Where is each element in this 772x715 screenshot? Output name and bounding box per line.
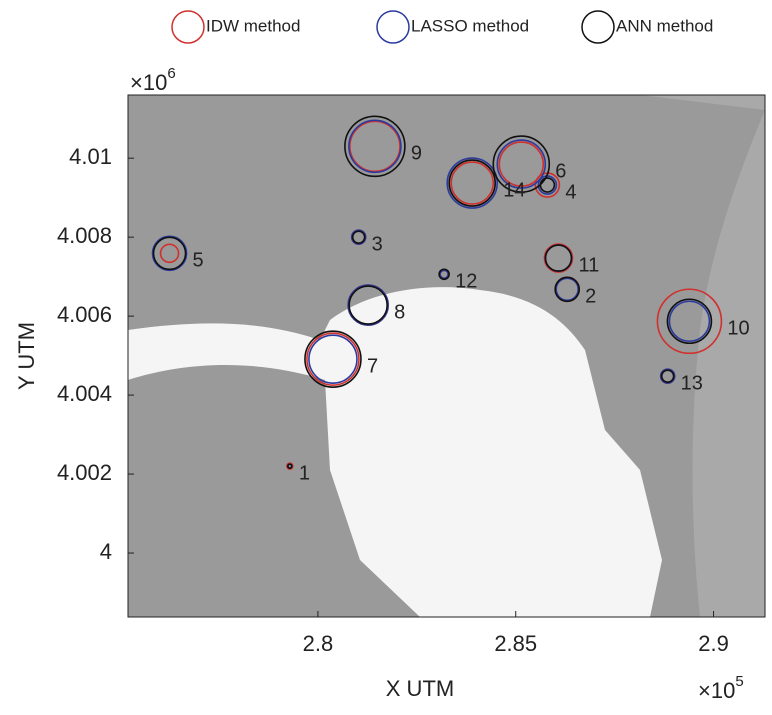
- y-axis-label: Y UTM: [14, 322, 39, 390]
- x-tick-label: 2.85: [494, 631, 537, 656]
- site-label: 2: [585, 286, 596, 308]
- site-circle: [151, 235, 188, 272]
- site-circle: [555, 277, 579, 302]
- site-label: 13: [681, 372, 703, 394]
- site-label: 10: [727, 318, 749, 340]
- legend-marker: [581, 10, 615, 44]
- site-circle: [159, 243, 180, 264]
- site-label: 4: [565, 181, 576, 203]
- y-tick-label: 4.008: [57, 223, 112, 248]
- site-label: 12: [455, 271, 477, 293]
- site-circle: [349, 120, 401, 173]
- site-circle: [496, 139, 547, 189]
- site-circle: [348, 285, 388, 325]
- legend-label: LASSO method: [411, 16, 529, 35]
- site-circle: [439, 269, 449, 280]
- legend-marker: [376, 10, 410, 44]
- site-circle: [152, 236, 187, 271]
- site-label: 8: [394, 301, 405, 323]
- x-axis-label: X UTM: [386, 676, 454, 701]
- site-circle: [287, 463, 293, 469]
- x-tick-label: 2.9: [698, 631, 729, 656]
- site-label: 1: [299, 462, 310, 484]
- site-label: 3: [372, 233, 383, 255]
- y-tick-label: 4.002: [57, 460, 112, 485]
- x-exponent-power: 5: [735, 673, 743, 690]
- site-circle: [308, 334, 358, 384]
- plot-frame: [127, 94, 766, 618]
- y-exponent: ×106: [130, 65, 176, 95]
- legend-label: IDW method: [206, 16, 300, 35]
- site-circle: [448, 159, 497, 207]
- site-circle: [347, 284, 389, 326]
- y-tick-label: 4.004: [57, 381, 112, 406]
- site-circle: [656, 288, 723, 355]
- map-water: [128, 287, 662, 617]
- site-label: 5: [193, 250, 204, 272]
- site-circle: [286, 462, 294, 470]
- site-circle: [666, 298, 713, 345]
- legend-marker: [171, 10, 205, 44]
- map-land: [640, 95, 765, 617]
- site-label: 11: [578, 254, 599, 276]
- site-circle: [492, 135, 551, 193]
- site-circle: [544, 244, 573, 272]
- site-label: 14: [503, 179, 525, 201]
- x-exponent-base: ×10: [698, 678, 735, 703]
- y-tick-label: 4: [100, 539, 112, 564]
- y-exponent-power: 6: [167, 65, 175, 82]
- site-circle: [554, 276, 580, 303]
- site-circle: [543, 243, 574, 273]
- site-circle: [498, 141, 545, 187]
- site-circle: [348, 119, 402, 174]
- site-circle: [351, 230, 366, 244]
- site-label: 9: [411, 143, 422, 165]
- x-tick-label: 2.8: [303, 631, 334, 656]
- site-circle: [450, 161, 495, 205]
- site-circle: [660, 369, 675, 383]
- y-tick-label: 4.01: [69, 144, 112, 169]
- site-circle: [306, 332, 360, 386]
- site-circle: [344, 115, 406, 178]
- legend-label: ANN method: [616, 16, 713, 35]
- y-exponent-base: ×10: [130, 70, 167, 95]
- site-circle: [446, 157, 499, 209]
- site-circle: [304, 330, 362, 388]
- site-circle: [438, 268, 450, 281]
- y-tick-label: 4.006: [57, 302, 112, 327]
- site-label: 7: [367, 355, 378, 377]
- site-circle: [659, 368, 676, 384]
- site-circle: [350, 229, 367, 245]
- x-exponent: ×105: [698, 673, 744, 703]
- site-label: 6: [555, 160, 566, 182]
- site-circle: [668, 300, 711, 343]
